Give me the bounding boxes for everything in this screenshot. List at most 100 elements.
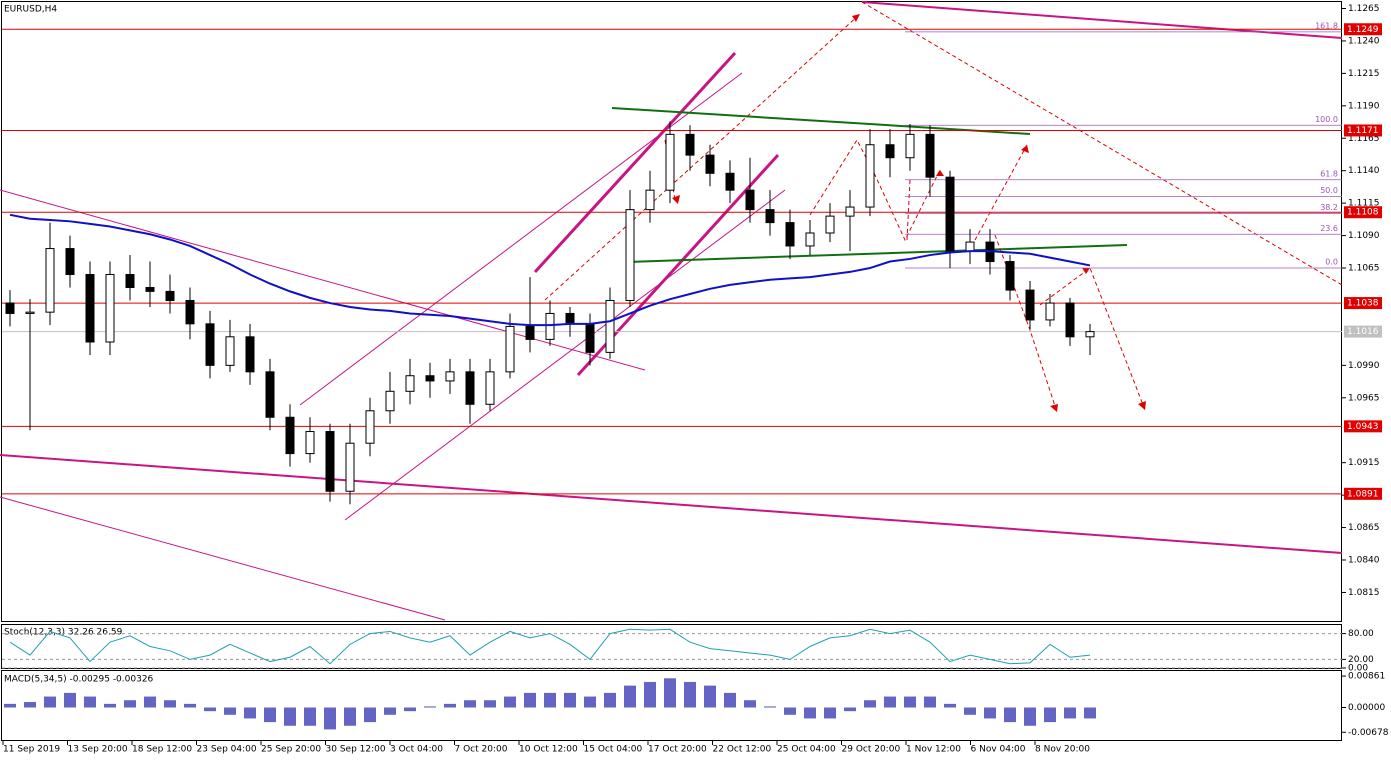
- arrow-head: [672, 195, 680, 204]
- histogram-bar: [324, 707, 336, 730]
- candle-body: [1085, 331, 1095, 338]
- x-tick-label: 7 Oct 20:00: [455, 745, 508, 755]
- histogram-bar: [744, 700, 756, 708]
- price-level-box: [1344, 23, 1382, 36]
- y-tick-label: 1.0915: [1348, 458, 1380, 468]
- histogram-bar: [864, 700, 876, 708]
- candle-body: [165, 290, 175, 301]
- histogram-bar: [964, 707, 976, 715]
- panel-frames: [1, 1, 1342, 741]
- neckline: [627, 244, 1128, 263]
- candle-body: [625, 209, 635, 301]
- histogram-bar: [944, 703, 956, 708]
- fib-label: 0.0: [1325, 258, 1338, 267]
- candle-body: [505, 325, 515, 373]
- candle-body: [965, 241, 975, 252]
- fib-label: 100.0: [1315, 115, 1338, 124]
- x-tick-label: 6 Nov 04:00: [971, 745, 1026, 755]
- candle-body: [785, 222, 795, 247]
- y-tick-label: 1.0815: [1348, 588, 1380, 598]
- price-level-label: 1.0943: [1347, 422, 1379, 432]
- histogram-bar: [424, 706, 436, 708]
- histogram-bar: [564, 692, 576, 708]
- y-tick-label: 1.1065: [1348, 264, 1380, 274]
- histogram-bar: [824, 707, 836, 719]
- x-tick-label: 10 Oct 12:00: [519, 745, 578, 755]
- candle-body: [25, 311, 35, 314]
- trendline: [0, 189, 646, 371]
- y-tick-label: 0.00: [1348, 664, 1368, 674]
- candle-body: [125, 274, 135, 288]
- y-tick-label: 1.0990: [1348, 361, 1380, 371]
- x-tick-label: 29 Oct 20:00: [842, 745, 901, 755]
- y-tick-label: 1.0865: [1348, 523, 1380, 533]
- candle-body: [925, 133, 935, 178]
- trendline: [0, 496, 446, 621]
- candle-body: [225, 336, 235, 366]
- y-tick-label: 1.1115: [1348, 199, 1380, 209]
- candle-body: [905, 133, 915, 159]
- arrow-head: [936, 170, 944, 176]
- price-level-label: 1.1108: [1347, 208, 1379, 218]
- candle-body: [325, 431, 335, 492]
- candle-body: [525, 325, 535, 340]
- histogram-bar: [184, 703, 196, 708]
- histogram-bar: [164, 700, 176, 708]
- histogram-bar: [604, 692, 616, 708]
- indicator-line: [9, 628, 1091, 665]
- histogram-bar: [764, 706, 776, 708]
- histogram-bar: [64, 692, 76, 708]
- histogram-bar: [904, 696, 916, 708]
- candle-body: [385, 390, 395, 412]
- candle-body: [1065, 302, 1075, 338]
- x-tick-label: 15 Oct 04:00: [584, 745, 643, 755]
- candle-body: [285, 416, 295, 455]
- histogram-bar: [804, 707, 816, 719]
- histogram-bar: [584, 696, 596, 708]
- candle-body: [205, 323, 215, 366]
- candle-body: [605, 299, 615, 353]
- histogram-bar: [364, 707, 376, 723]
- histogram-bar: [384, 707, 396, 715]
- histogram-bar: [304, 707, 316, 726]
- arrow-head: [1021, 145, 1029, 153]
- histogram-bar: [244, 707, 256, 719]
- channel-line: [299, 72, 743, 406]
- histogram-bar: [924, 696, 936, 708]
- histogram-bar: [1024, 707, 1036, 726]
- histogram-bar: [344, 707, 356, 726]
- candle-body: [565, 312, 575, 325]
- x-tick-label: 18 Sep 12:00: [132, 745, 192, 755]
- candle-body: [345, 442, 355, 492]
- candle-body: [545, 312, 555, 340]
- candle-body: [945, 176, 955, 252]
- moving-average: [9, 213, 1091, 327]
- candle-body: [485, 371, 495, 405]
- histogram-bar: [24, 702, 36, 708]
- x-tick-label: 13 Sep 20:00: [68, 745, 128, 755]
- candle-body: [865, 144, 875, 208]
- fib-label: 38.2: [1320, 203, 1338, 212]
- histogram-bar: [264, 707, 276, 723]
- histogram-bar: [224, 707, 236, 715]
- trendline: [0, 454, 1343, 554]
- histogram-bar: [284, 707, 296, 726]
- main-frame: [1, 1, 1342, 622]
- arrow-heads: [672, 14, 1146, 412]
- candle-body: [645, 189, 655, 211]
- fib-label: 61.8: [1320, 169, 1338, 178]
- histogram-bar: [644, 681, 656, 708]
- channel-line: [344, 189, 786, 521]
- price-level-box: [1344, 420, 1382, 433]
- histogram-bar: [984, 707, 996, 719]
- candle-body: [825, 215, 835, 234]
- candle-body: [105, 274, 115, 343]
- candle-body: [685, 133, 695, 156]
- histogram-bar: [504, 696, 516, 708]
- candle-body: [245, 336, 255, 373]
- price-level-label: 1.0891: [1347, 489, 1379, 499]
- candle-body: [805, 232, 815, 247]
- candle-body: [1045, 302, 1055, 321]
- arrow: [544, 13, 861, 301]
- candle-body: [445, 371, 455, 382]
